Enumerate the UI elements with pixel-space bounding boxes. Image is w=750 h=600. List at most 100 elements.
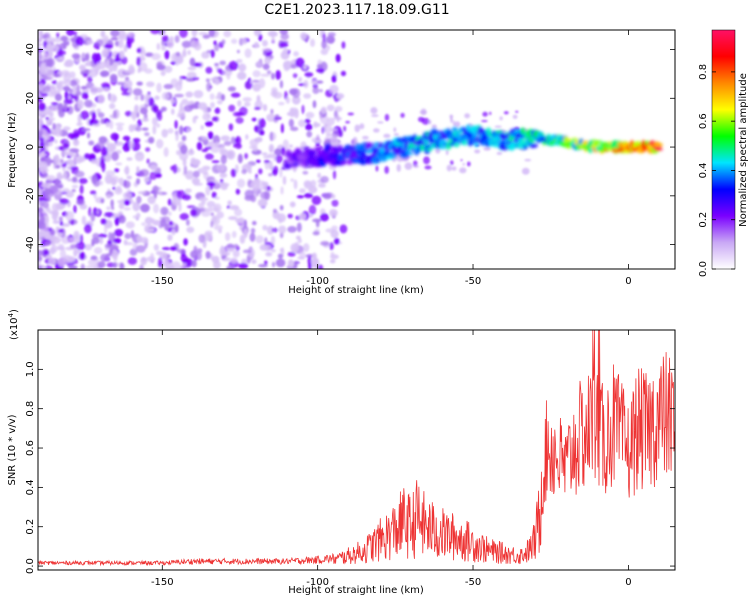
noise-blob: [127, 31, 134, 38]
noise-blob: [49, 85, 57, 96]
noise-blob: [98, 136, 108, 144]
noise-blob: [202, 34, 211, 39]
noise-blob: [459, 167, 467, 174]
colorbar-tick-label: 0.0: [698, 261, 709, 277]
noise-blob: [76, 84, 81, 92]
noise-blob: [303, 93, 312, 99]
noise-blob: [147, 195, 156, 205]
noise-blob: [187, 66, 197, 71]
noise-blob: [449, 114, 454, 119]
noise-blob: [109, 103, 116, 110]
noise-blob: [54, 178, 60, 187]
noise-blob: [219, 60, 226, 66]
noise-blob: [238, 262, 249, 269]
noise-blob: [178, 78, 183, 86]
noise-blob: [56, 32, 60, 39]
noise-blob: [248, 169, 252, 174]
noise-blob: [333, 109, 338, 119]
noise-blob: [118, 211, 123, 217]
noise-blob: [321, 126, 325, 134]
noise-blob: [47, 257, 56, 265]
noise-blob: [341, 41, 346, 49]
ridge-blob: [404, 152, 414, 156]
noise-blob: [503, 111, 509, 115]
noise-blob: [325, 228, 335, 233]
noise-blob: [77, 157, 86, 163]
noise-blob: [371, 114, 379, 117]
noise-blob: [82, 73, 88, 78]
snr-y-tick-label: 0.4: [25, 479, 36, 495]
noise-blob: [206, 200, 216, 208]
noise-blob: [79, 184, 84, 195]
noise-blob: [242, 249, 252, 254]
noise-blob: [214, 141, 220, 148]
noise-blob: [267, 153, 275, 159]
noise-blob: [198, 31, 208, 36]
noise-blob: [71, 188, 76, 193]
noise-blob: [331, 74, 337, 83]
noise-blob: [223, 30, 232, 38]
noise-blob: [167, 198, 172, 206]
noise-blob: [62, 188, 70, 193]
noise-blob: [154, 95, 160, 101]
noise-blob: [213, 203, 222, 213]
noise-blob: [191, 260, 197, 268]
noise-blob: [40, 183, 51, 188]
noise-blob: [194, 115, 199, 120]
noise-blob: [279, 30, 289, 35]
noise-blob: [227, 86, 236, 92]
noise-blob: [258, 118, 266, 129]
noise-blob: [136, 56, 141, 67]
noise-blob: [354, 124, 361, 133]
noise-blob: [50, 229, 56, 236]
noise-blob: [252, 83, 261, 92]
noise-blob: [235, 117, 244, 124]
noise-blob: [105, 59, 110, 69]
noise-blob: [135, 245, 146, 253]
noise-blob: [293, 260, 298, 269]
noise-blob: [236, 178, 246, 188]
noise-blob: [123, 44, 128, 53]
noise-blob: [316, 264, 324, 269]
noise-blob: [160, 206, 169, 216]
noise-blob: [40, 229, 50, 238]
noise-blob: [48, 111, 54, 118]
noise-blob: [65, 190, 75, 198]
ridge-blob: [438, 146, 448, 150]
noise-blob: [84, 153, 91, 160]
spectrogram-ridge: [282, 124, 663, 170]
noise-blob: [181, 98, 189, 105]
noise-blob: [185, 188, 192, 193]
noise-blob: [312, 231, 320, 236]
noise-blob: [267, 30, 278, 37]
noise-blob: [71, 176, 78, 183]
noise-blob: [92, 232, 100, 240]
noise-blob: [419, 110, 427, 115]
noise-blob: [139, 264, 144, 269]
noise-blob: [290, 178, 294, 182]
noise-blob: [216, 164, 225, 173]
colorbar-tick-label: 0.8: [698, 64, 709, 80]
noise-blob: [261, 152, 268, 156]
noise-blob: [181, 259, 190, 263]
noise-blob: [141, 222, 146, 226]
noise-blob: [123, 167, 130, 174]
noise-blob: [84, 61, 92, 67]
noise-blob: [167, 211, 172, 216]
noise-blob: [107, 222, 113, 228]
snr-frame: [37, 329, 676, 571]
noise-blob: [288, 118, 294, 128]
noise-blob: [260, 73, 271, 77]
noise-blob: [454, 121, 461, 128]
noise-blob: [308, 204, 317, 215]
snr-x-tick-label: -50: [465, 577, 481, 588]
noise-blob: [156, 42, 161, 51]
noise-blob: [176, 190, 187, 200]
noise-blob: [317, 172, 322, 179]
noise-blob: [393, 133, 399, 136]
noise-blob: [272, 165, 279, 175]
noise-blob: [193, 90, 204, 99]
noise-blob: [131, 110, 137, 116]
noise-blob: [179, 30, 188, 38]
noise-blob: [243, 228, 248, 239]
